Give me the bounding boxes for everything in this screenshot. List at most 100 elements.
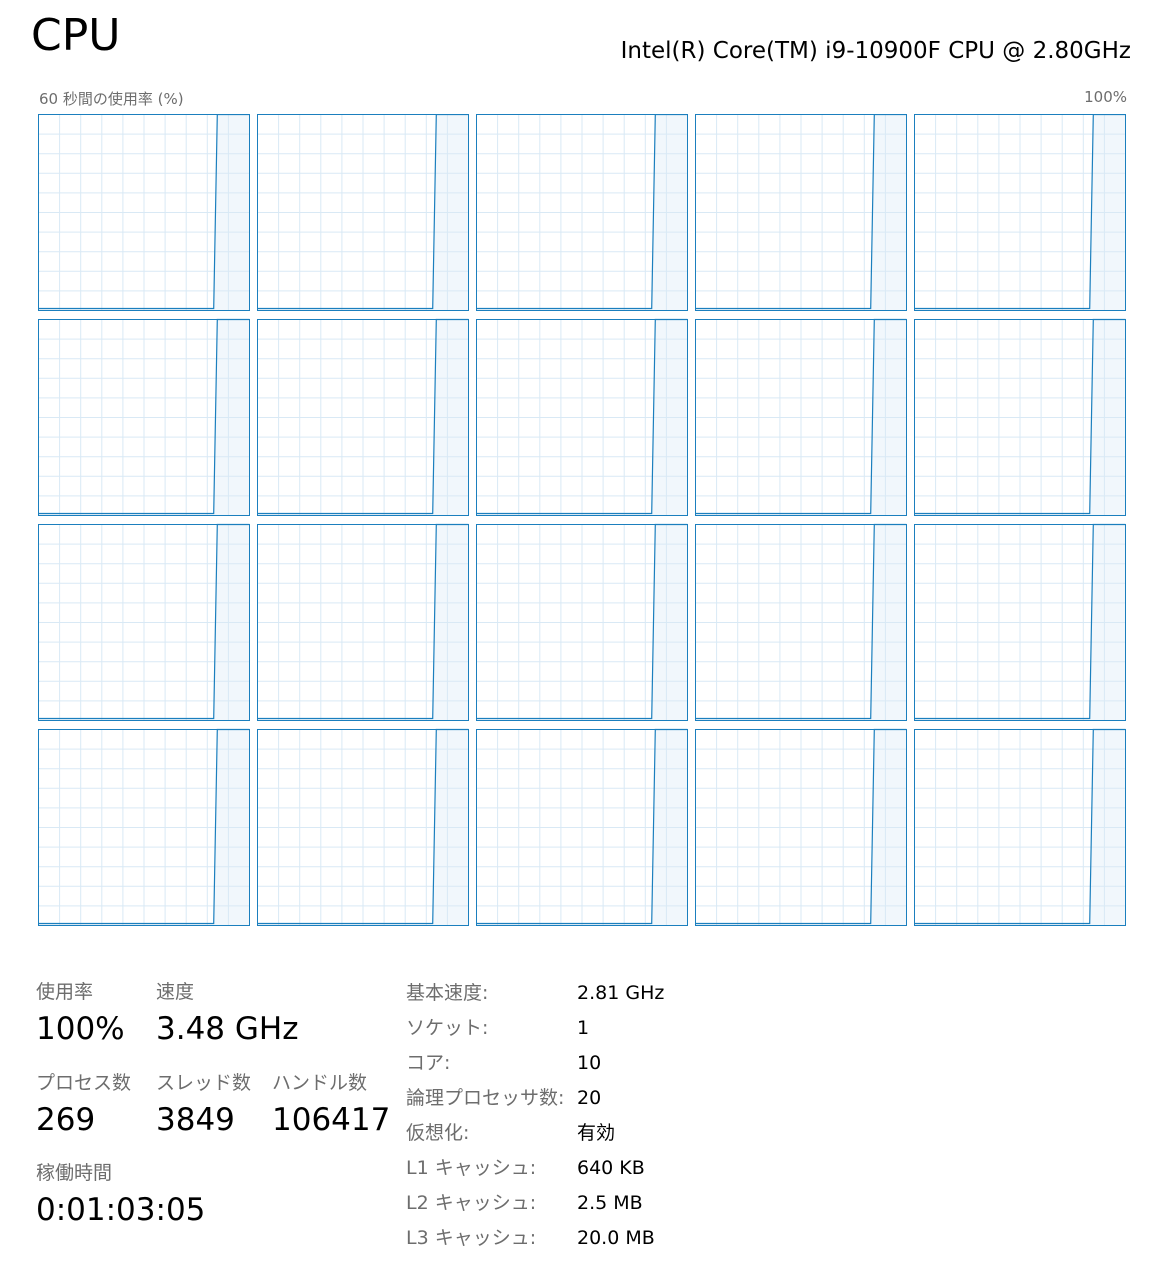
spec-key-sockets: ソケット: [406,1017,489,1039]
processor-graph [257,523,469,721]
spec-value-cores: 10 [577,1052,602,1074]
graph-border [38,319,250,516]
graph-border [476,729,688,926]
spec-key-l3-cache: L3 キャッシュ: [406,1227,537,1249]
graph-max-label: 100% [1084,88,1127,106]
cpu-model-name: Intel(R) Core(TM) i9-10900F CPU @ 2.80GH… [620,38,1131,64]
graph-border [257,524,469,721]
spec-key-l2-cache: L2 キャッシュ: [406,1192,537,1214]
usage-value: 100% [36,1011,125,1047]
spec-value-sockets: 1 [577,1017,590,1039]
processes-label: プロセス数 [36,1072,132,1094]
handles-label: ハンドル数 [272,1072,368,1094]
usage-stat: 使用率 100% [36,983,125,1045]
graph-border [257,729,469,926]
graph-border [476,524,688,721]
processor-graph [695,523,907,721]
processor-graph [38,114,250,311]
usage-line [38,114,250,310]
usage-line [695,523,907,720]
usage-line [38,523,250,720]
graph-border [695,729,907,926]
logical-processor-graphs[interactable] [38,114,1129,928]
graph-border [914,319,1126,516]
uptime-value: 0:01:03:05 [36,1192,206,1228]
graph-border [695,319,907,516]
processor-graph [695,318,907,516]
speed-label: 速度 [156,981,195,1003]
processor-graph [476,318,688,516]
spec-value-logical-processors: 20 [577,1087,602,1109]
processes-stat: プロセス数 269 [36,1074,131,1136]
usage-line [695,114,907,310]
spec-value-l2-cache: 2.5 MB [577,1192,643,1214]
graph-border [914,729,1126,926]
uptime-stat: 稼働時間 0:01:03:05 [36,1164,205,1226]
graph-border [38,729,250,926]
spec-value-l3-cache: 20.0 MB [577,1227,655,1249]
graph-border [38,114,250,311]
spec-key-base-speed: 基本速度: [406,982,489,1004]
graph-border [38,524,250,721]
threads-stat: スレッド数 3849 [156,1074,251,1136]
usage-label: 使用率 [36,981,94,1003]
processor-graph [476,728,688,926]
threads-value: 3849 [156,1102,235,1138]
graph-axis-label: 60 秒間の使用率 (%) [39,90,184,108]
graph-border [257,319,469,516]
usage-line [695,728,907,925]
processor-graph [38,728,250,926]
spec-key-l1-cache: L1 キャッシュ: [406,1157,537,1179]
graph-border [476,114,688,311]
usage-line [476,114,688,310]
spec-key-cores: コア: [406,1052,451,1074]
spec-value-base-speed: 2.81 GHz [577,982,665,1004]
processor-graph [38,523,250,721]
speed-stat: 速度 3.48 GHz [156,983,298,1045]
processor-graph [914,523,1126,721]
cpu-graphs-svg[interactable] [38,114,1129,928]
handles-stat: ハンドル数 106417 [272,1074,390,1136]
processor-graph [695,728,907,926]
processor-graph [476,114,688,311]
page-title: CPU [31,10,121,61]
spec-value-virtualization: 有効 [577,1122,616,1144]
spec-key-logical-processors: 論理プロセッサ数: [406,1087,565,1109]
usage-line [476,728,688,925]
processor-graph [257,728,469,926]
processor-graph [914,114,1126,311]
usage-line [257,728,469,925]
spec-value-l1-cache: 640 KB [577,1157,645,1179]
processor-graph [914,318,1126,516]
threads-label: スレッド数 [156,1072,252,1094]
usage-line [257,523,469,720]
usage-line [914,728,1126,925]
uptime-label: 稼働時間 [36,1162,113,1184]
processor-graph [257,318,469,516]
graph-border [257,114,469,311]
usage-line [257,318,469,515]
speed-value: 3.48 GHz [156,1011,299,1047]
handles-value: 106417 [272,1102,391,1138]
processor-graph [914,728,1126,926]
usage-line [476,318,688,515]
usage-line [38,728,250,925]
graph-border [914,524,1126,721]
graph-border [695,524,907,721]
graph-border [476,319,688,516]
usage-line [914,114,1126,310]
processor-graph [695,114,907,311]
processor-graph [38,318,250,516]
usage-line [914,318,1126,515]
processes-value: 269 [36,1102,96,1138]
graph-border [914,114,1126,311]
spec-key-virtualization: 仮想化: [406,1122,470,1144]
usage-line [38,318,250,515]
usage-line [257,114,469,310]
usage-line [914,523,1126,720]
usage-line [695,318,907,515]
processor-graph [257,114,469,311]
processor-graph [476,523,688,721]
usage-line [476,523,688,720]
graph-border [695,114,907,311]
